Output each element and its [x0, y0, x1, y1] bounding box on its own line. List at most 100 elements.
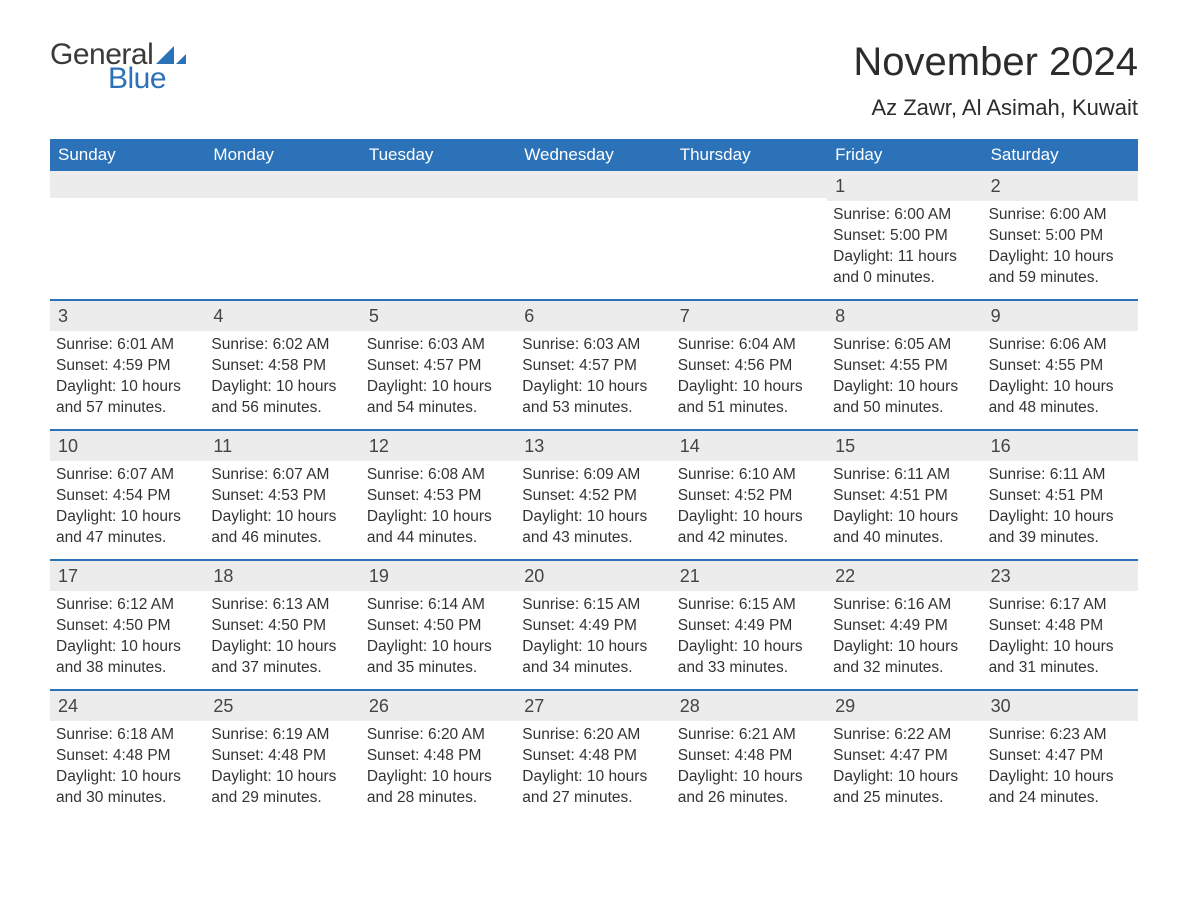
daylight1-text: Daylight: 10 hours: [678, 637, 821, 658]
sunrise-text: Sunrise: 6:07 AM: [56, 465, 199, 486]
day-cell: 30Sunrise: 6:23 AMSunset: 4:47 PMDayligh…: [983, 691, 1138, 819]
daylight2-text: and 47 minutes.: [56, 528, 199, 549]
sunrise-text: Sunrise: 6:12 AM: [56, 595, 199, 616]
daylight2-text: and 43 minutes.: [522, 528, 665, 549]
day-number: 8: [827, 301, 982, 331]
day-number: 25: [205, 691, 360, 721]
daylight2-text: and 38 minutes.: [56, 658, 199, 679]
sunrise-text: Sunrise: 6:23 AM: [989, 725, 1132, 746]
day-cell: 11Sunrise: 6:07 AMSunset: 4:53 PMDayligh…: [205, 431, 360, 559]
daylight1-text: Daylight: 10 hours: [833, 507, 976, 528]
daylight2-text: and 26 minutes.: [678, 788, 821, 809]
sunrise-text: Sunrise: 6:09 AM: [522, 465, 665, 486]
sunset-text: Sunset: 4:50 PM: [56, 616, 199, 637]
day-cell: 20Sunrise: 6:15 AMSunset: 4:49 PMDayligh…: [516, 561, 671, 689]
sunrise-text: Sunrise: 6:22 AM: [833, 725, 976, 746]
day-cell: 21Sunrise: 6:15 AMSunset: 4:49 PMDayligh…: [672, 561, 827, 689]
day-number: 13: [516, 431, 671, 461]
daylight2-text: and 28 minutes.: [367, 788, 510, 809]
day-number: 22: [827, 561, 982, 591]
day-cell: 1Sunrise: 6:00 AMSunset: 5:00 PMDaylight…: [827, 171, 982, 299]
sunrise-text: Sunrise: 6:11 AM: [833, 465, 976, 486]
weekday-header: Tuesday: [361, 139, 516, 171]
sunrise-text: Sunrise: 6:15 AM: [522, 595, 665, 616]
day-number: [672, 171, 827, 198]
day-number: 24: [50, 691, 205, 721]
sunset-text: Sunset: 4:48 PM: [522, 746, 665, 767]
sunset-text: Sunset: 4:58 PM: [211, 356, 354, 377]
sunset-text: Sunset: 5:00 PM: [833, 226, 976, 247]
sunset-text: Sunset: 4:52 PM: [678, 486, 821, 507]
day-cell-empty: [672, 171, 827, 299]
sunset-text: Sunset: 4:59 PM: [56, 356, 199, 377]
sunrise-text: Sunrise: 6:15 AM: [678, 595, 821, 616]
sunset-text: Sunset: 4:57 PM: [367, 356, 510, 377]
daylight1-text: Daylight: 11 hours: [833, 247, 976, 268]
sunset-text: Sunset: 4:55 PM: [833, 356, 976, 377]
sunrise-text: Sunrise: 6:06 AM: [989, 335, 1132, 356]
daylight2-text: and 34 minutes.: [522, 658, 665, 679]
sunset-text: Sunset: 4:48 PM: [678, 746, 821, 767]
daylight1-text: Daylight: 10 hours: [367, 767, 510, 788]
sunrise-text: Sunrise: 6:20 AM: [367, 725, 510, 746]
day-cell: 3Sunrise: 6:01 AMSunset: 4:59 PMDaylight…: [50, 301, 205, 429]
daylight1-text: Daylight: 10 hours: [56, 637, 199, 658]
daylight2-text: and 51 minutes.: [678, 398, 821, 419]
day-number: [361, 171, 516, 198]
daylight1-text: Daylight: 10 hours: [56, 767, 199, 788]
day-number: 18: [205, 561, 360, 591]
week-row: 17Sunrise: 6:12 AMSunset: 4:50 PMDayligh…: [50, 559, 1138, 689]
day-number: 4: [205, 301, 360, 331]
sunrise-text: Sunrise: 6:11 AM: [989, 465, 1132, 486]
day-number: 27: [516, 691, 671, 721]
daylight1-text: Daylight: 10 hours: [522, 507, 665, 528]
daylight2-text: and 53 minutes.: [522, 398, 665, 419]
day-number: 15: [827, 431, 982, 461]
sunset-text: Sunset: 4:49 PM: [833, 616, 976, 637]
daylight1-text: Daylight: 10 hours: [678, 377, 821, 398]
day-cell: 7Sunrise: 6:04 AMSunset: 4:56 PMDaylight…: [672, 301, 827, 429]
sunset-text: Sunset: 4:49 PM: [678, 616, 821, 637]
sunset-text: Sunset: 4:50 PM: [367, 616, 510, 637]
day-number: [516, 171, 671, 198]
weekday-header-row: SundayMondayTuesdayWednesdayThursdayFrid…: [50, 139, 1138, 171]
day-cell: 26Sunrise: 6:20 AMSunset: 4:48 PMDayligh…: [361, 691, 516, 819]
sunrise-text: Sunrise: 6:18 AM: [56, 725, 199, 746]
day-cell: 23Sunrise: 6:17 AMSunset: 4:48 PMDayligh…: [983, 561, 1138, 689]
daylight1-text: Daylight: 10 hours: [211, 637, 354, 658]
daylight1-text: Daylight: 10 hours: [833, 377, 976, 398]
day-cell: 2Sunrise: 6:00 AMSunset: 5:00 PMDaylight…: [983, 171, 1138, 299]
day-cell: 14Sunrise: 6:10 AMSunset: 4:52 PMDayligh…: [672, 431, 827, 559]
sunrise-text: Sunrise: 6:03 AM: [522, 335, 665, 356]
day-cell: 9Sunrise: 6:06 AMSunset: 4:55 PMDaylight…: [983, 301, 1138, 429]
sunset-text: Sunset: 4:53 PM: [367, 486, 510, 507]
daylight1-text: Daylight: 10 hours: [56, 377, 199, 398]
day-number: 1: [827, 171, 982, 201]
weekday-header: Thursday: [672, 139, 827, 171]
daylight1-text: Daylight: 10 hours: [211, 377, 354, 398]
sunset-text: Sunset: 4:57 PM: [522, 356, 665, 377]
sunrise-text: Sunrise: 6:07 AM: [211, 465, 354, 486]
day-cell: 5Sunrise: 6:03 AMSunset: 4:57 PMDaylight…: [361, 301, 516, 429]
sunset-text: Sunset: 4:47 PM: [833, 746, 976, 767]
daylight2-text: and 33 minutes.: [678, 658, 821, 679]
sunrise-text: Sunrise: 6:10 AM: [678, 465, 821, 486]
day-number: 23: [983, 561, 1138, 591]
day-number: 10: [50, 431, 205, 461]
sunrise-text: Sunrise: 6:13 AM: [211, 595, 354, 616]
title-block: November 2024 Az Zawr, Al Asimah, Kuwait: [853, 40, 1138, 121]
day-number: 7: [672, 301, 827, 331]
sunset-text: Sunset: 4:51 PM: [833, 486, 976, 507]
day-number: 20: [516, 561, 671, 591]
daylight1-text: Daylight: 10 hours: [989, 767, 1132, 788]
day-cell: 28Sunrise: 6:21 AMSunset: 4:48 PMDayligh…: [672, 691, 827, 819]
logo-text-blue: Blue: [108, 64, 186, 94]
sunset-text: Sunset: 5:00 PM: [989, 226, 1132, 247]
sunrise-text: Sunrise: 6:19 AM: [211, 725, 354, 746]
week-row: 10Sunrise: 6:07 AMSunset: 4:54 PMDayligh…: [50, 429, 1138, 559]
daylight2-text: and 32 minutes.: [833, 658, 976, 679]
daylight1-text: Daylight: 10 hours: [522, 767, 665, 788]
month-title: November 2024: [853, 40, 1138, 85]
sunset-text: Sunset: 4:48 PM: [367, 746, 510, 767]
day-number: [50, 171, 205, 198]
